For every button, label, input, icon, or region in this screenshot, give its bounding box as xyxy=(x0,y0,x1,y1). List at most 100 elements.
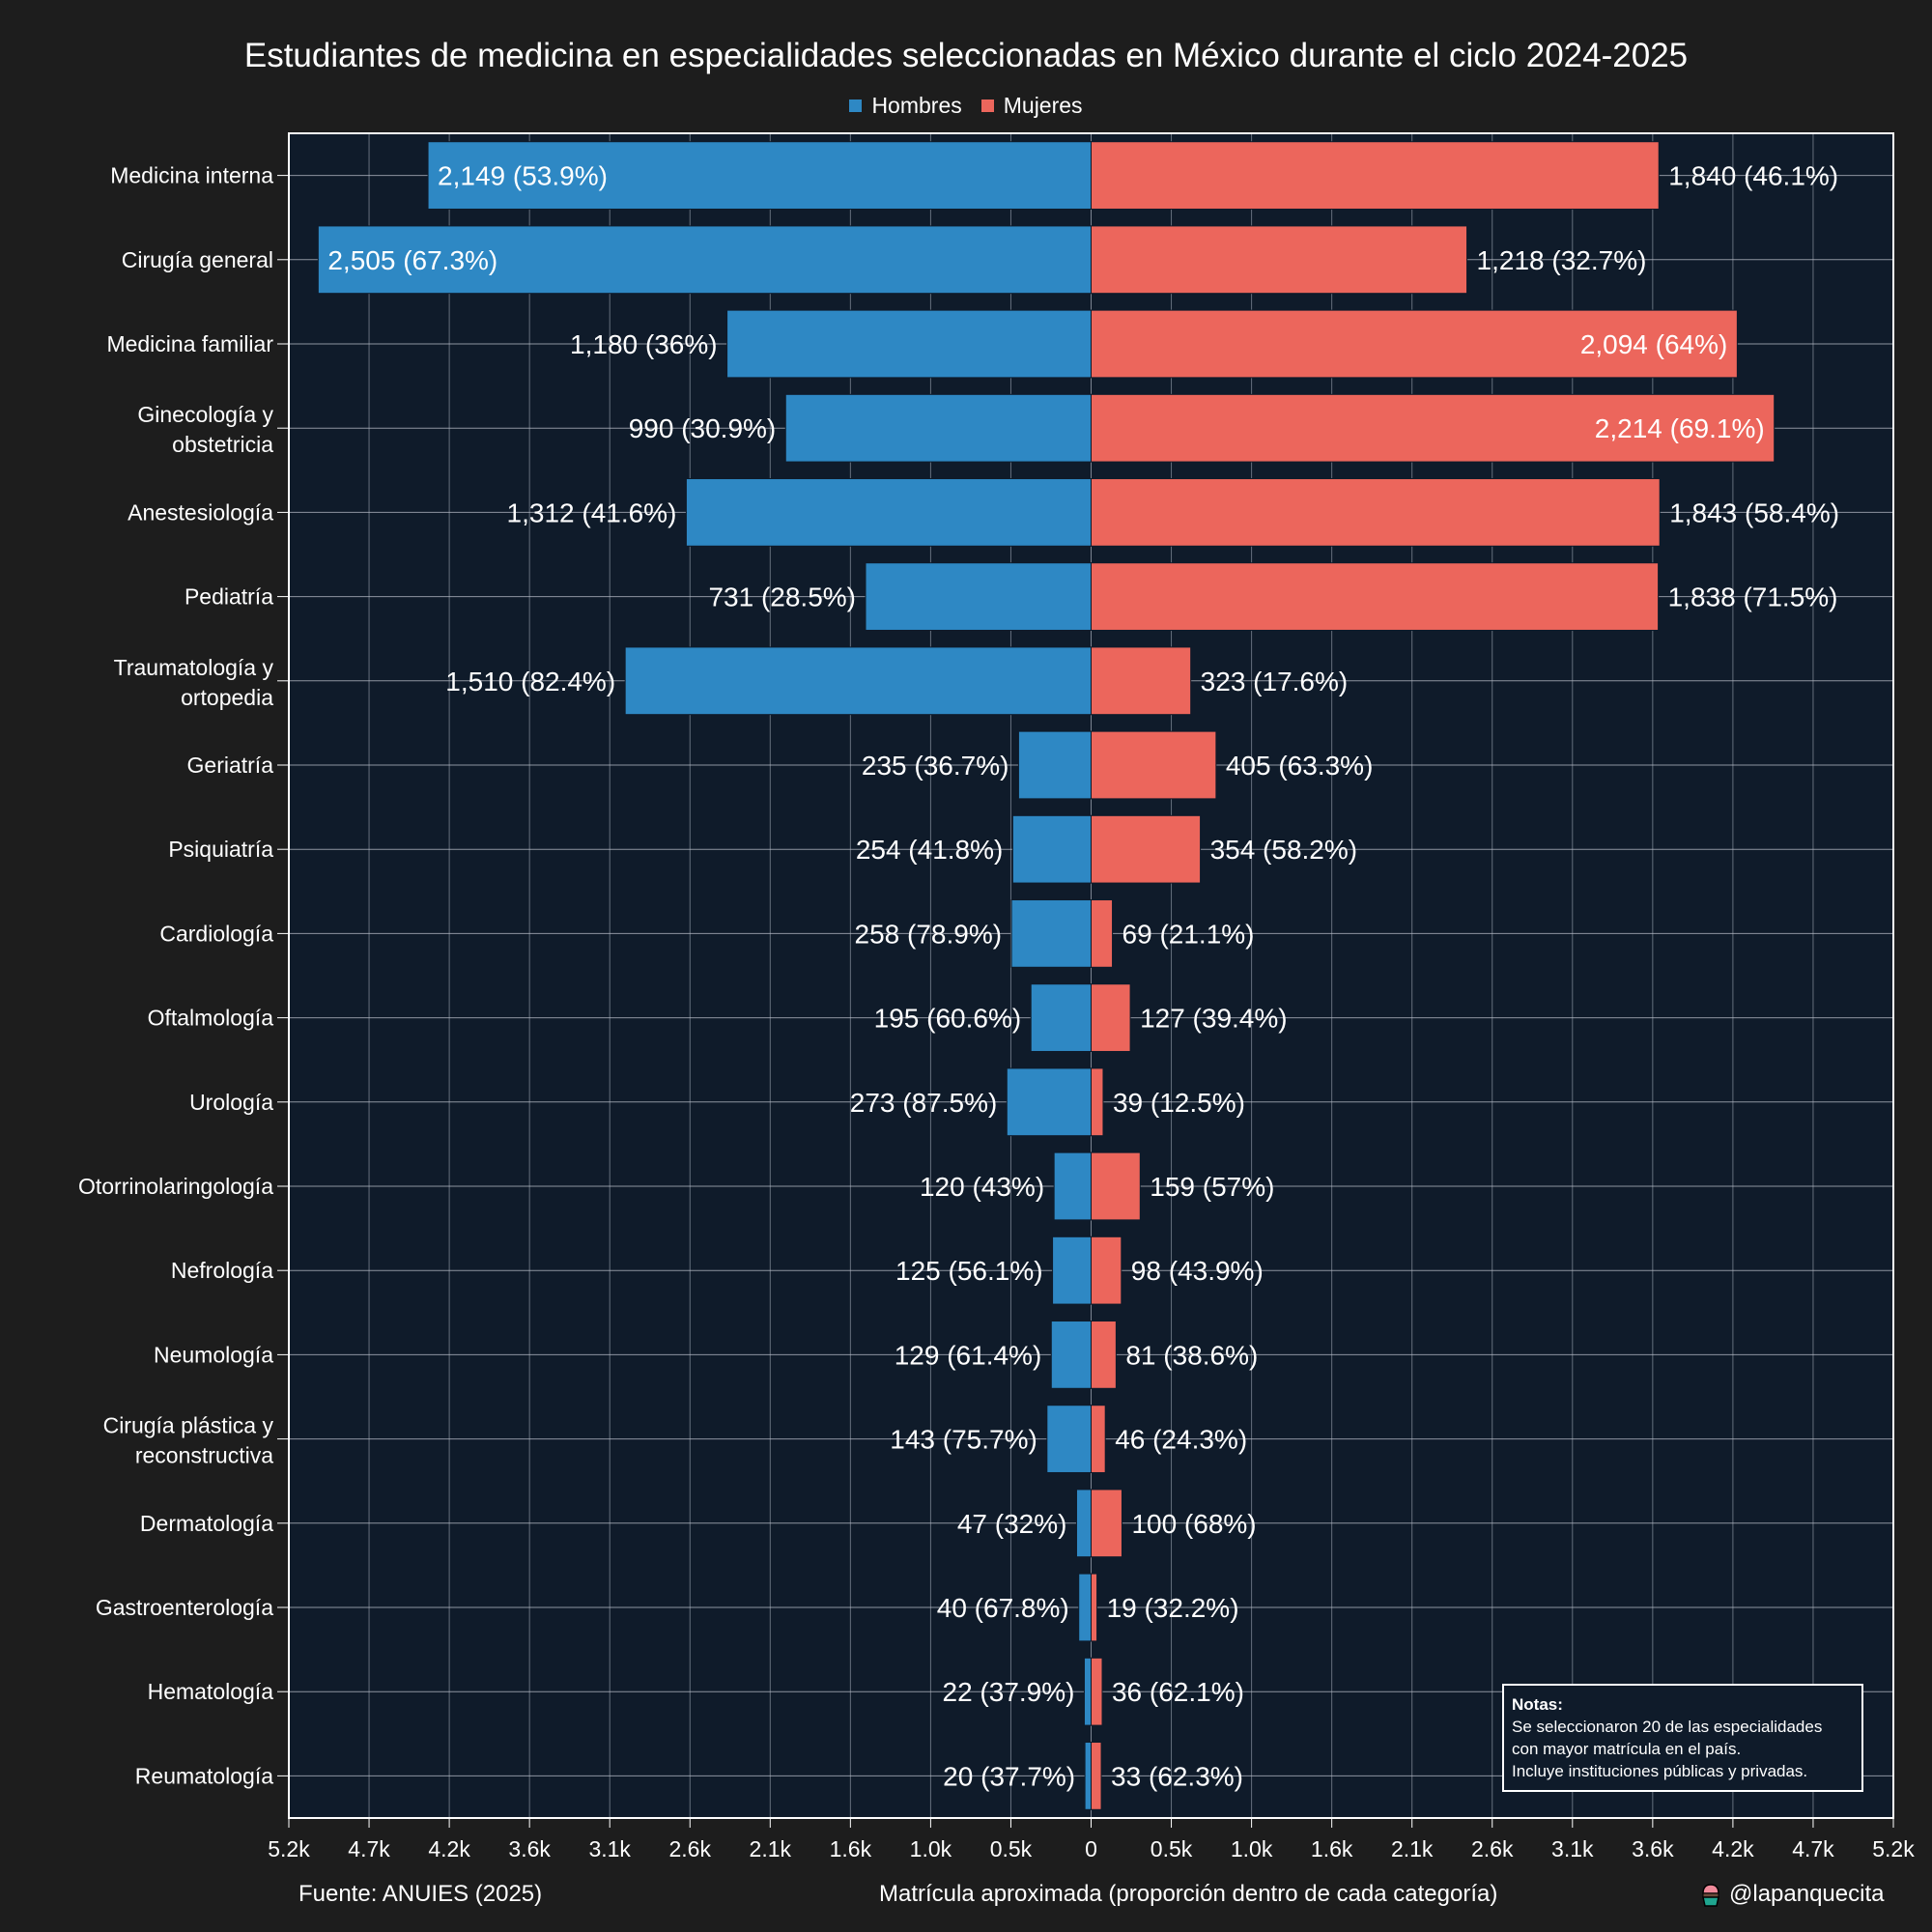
bar-hombres[interactable] xyxy=(865,562,1092,631)
legend-item-mujeres[interactable]: Mujeres xyxy=(980,93,1083,119)
category-labels: Medicina interna Cirugía general Medicina … xyxy=(78,163,274,1789)
bar-label-hombres: 990 (30.9%) xyxy=(629,413,777,443)
x-tick-label: 3.6k xyxy=(508,1836,551,1861)
legend-label-mujeres: Mujeres xyxy=(1003,93,1083,118)
legend-label-hombres: Hombres xyxy=(871,93,962,118)
bar-label-hombres: 129 (61.4%) xyxy=(895,1340,1042,1370)
legend-swatch-mujeres xyxy=(980,99,994,112)
bar-mujeres[interactable] xyxy=(1091,393,1776,463)
bar-hombres[interactable] xyxy=(624,646,1092,716)
bars xyxy=(317,141,1776,1810)
bar-mujeres[interactable] xyxy=(1091,1151,1141,1221)
bar-label-hombres: 120 (43%) xyxy=(920,1172,1044,1202)
x-tick-label: 3.1k xyxy=(1551,1836,1594,1861)
bar-label-hombres: 258 (78.9%) xyxy=(855,919,1003,949)
bar-label-mujeres: 159 (57%) xyxy=(1150,1172,1274,1202)
bar-hombres[interactable] xyxy=(317,225,1092,295)
bar-label-mujeres: 19 (32.2%) xyxy=(1107,1593,1239,1623)
bar-labels: 2,149 (53.9%) 1,840 (46.1%) 2,505 (67.3%) 1… xyxy=(327,161,1839,1792)
category-label: Nefrología xyxy=(171,1258,273,1283)
bar-label-mujeres: 33 (62.3%) xyxy=(1111,1761,1243,1791)
category-label: Reumatología xyxy=(135,1763,273,1788)
bar-label-hombres: 254 (41.8%) xyxy=(856,835,1004,865)
x-tick-label: 0.5k xyxy=(1151,1836,1193,1861)
bar-mujeres[interactable] xyxy=(1091,1067,1104,1137)
bar-mujeres[interactable] xyxy=(1091,730,1217,800)
bar-hombres[interactable] xyxy=(1053,1151,1092,1221)
notes-line: Se seleccionaron 20 de las especialidade… xyxy=(1512,1718,1823,1736)
category-label: Cardiología xyxy=(159,921,273,946)
bar-label-hombres: 47 (32%) xyxy=(957,1509,1067,1539)
bar-hombres[interactable] xyxy=(1078,1573,1092,1642)
x-tick-label: 3.1k xyxy=(588,1836,631,1861)
bar-hombres[interactable] xyxy=(1011,814,1093,884)
x-tick-label: 4.7k xyxy=(1792,1836,1834,1861)
x-tick-label: 1.0k xyxy=(910,1836,952,1861)
bar-label-mujeres: 39 (12.5%) xyxy=(1113,1088,1245,1118)
x-tick-label: 1.6k xyxy=(830,1836,872,1861)
category-label: Cirugía plástica y reconstructiva xyxy=(103,1413,274,1468)
bar-mujeres[interactable] xyxy=(1091,814,1202,884)
source-note: Fuente: ANUIES (2025) xyxy=(298,1881,543,1907)
category-label: Geriatría xyxy=(187,753,274,778)
bar-mujeres[interactable] xyxy=(1091,1573,1098,1642)
bar-mujeres[interactable] xyxy=(1091,225,1468,295)
x-tick-label: 2.1k xyxy=(1391,1836,1434,1861)
bar-hombres[interactable] xyxy=(685,478,1092,547)
bar-hombres[interactable] xyxy=(1046,1405,1093,1473)
bar-mujeres[interactable] xyxy=(1091,1742,1102,1810)
x-tick-label: 5.2k xyxy=(268,1836,310,1861)
bar-hombres[interactable] xyxy=(1017,730,1092,800)
bar-hombres[interactable] xyxy=(726,309,1092,379)
bar-hombres[interactable] xyxy=(1006,1067,1092,1137)
legend-item-hombres[interactable]: Hombres xyxy=(849,93,962,119)
notes-line: Incluye instituciones públicas y privada… xyxy=(1512,1762,1808,1780)
bar-mujeres[interactable] xyxy=(1091,1236,1122,1305)
bar-mujeres[interactable] xyxy=(1091,478,1661,547)
bar-mujeres[interactable] xyxy=(1091,141,1660,210)
bar-hombres[interactable] xyxy=(784,393,1093,463)
bar-hombres[interactable] xyxy=(1010,899,1093,968)
bar-label-mujeres: 1,838 (71.5%) xyxy=(1668,582,1838,612)
bar-label-mujeres: 1,840 (46.1%) xyxy=(1668,161,1838,191)
x-tick-label: 1.6k xyxy=(1311,1836,1353,1861)
bar-label-mujeres: 69 (21.1%) xyxy=(1122,919,1255,949)
bar-label-hombres: 195 (60.6%) xyxy=(874,1004,1022,1034)
category-label: Gastroenterología xyxy=(96,1595,273,1620)
bar-hombres[interactable] xyxy=(1052,1236,1093,1305)
bar-mujeres[interactable] xyxy=(1091,1489,1122,1558)
category-label: Anestesiología xyxy=(128,499,273,525)
bar-mujeres[interactable] xyxy=(1091,983,1131,1052)
notes-title: Notas: xyxy=(1512,1695,1563,1714)
cupcake-icon xyxy=(1702,1884,1719,1907)
bar-hombres[interactable] xyxy=(1083,1657,1092,1726)
bar-label-hombres: 2,149 (53.9%) xyxy=(438,161,608,191)
bar-mujeres[interactable] xyxy=(1091,309,1738,379)
bar-mujeres[interactable] xyxy=(1091,1405,1106,1473)
bar-label-hombres: 40 (67.8%) xyxy=(937,1593,1069,1623)
x-tick-label: 0 xyxy=(1085,1836,1097,1861)
bar-label-mujeres: 1,843 (58.4%) xyxy=(1669,497,1839,527)
legend-swatch-hombres xyxy=(849,99,863,112)
x-tick-label: 1.0k xyxy=(1231,1836,1273,1861)
bar-label-mujeres: 354 (58.2%) xyxy=(1210,835,1358,865)
bar-hombres[interactable] xyxy=(1030,983,1093,1052)
bar-mujeres[interactable] xyxy=(1091,562,1660,631)
bar-hombres[interactable] xyxy=(1084,1742,1093,1810)
bar-hombres[interactable] xyxy=(427,141,1092,210)
chart-title: Estudiantes de medicina en especialidade… xyxy=(243,37,1689,74)
bar-mujeres[interactable] xyxy=(1091,1657,1103,1726)
bar-label-mujeres: 127 (39.4%) xyxy=(1140,1004,1288,1034)
x-tick-label: 3.6k xyxy=(1632,1836,1674,1861)
grid xyxy=(288,133,1894,1818)
x-tick-label: 2.1k xyxy=(750,1836,792,1861)
bar-label-mujeres: 81 (38.6%) xyxy=(1125,1340,1258,1370)
bar-hombres[interactable] xyxy=(1050,1321,1093,1389)
category-label: Traumatología y ortopedia xyxy=(114,655,274,710)
bar-mujeres[interactable] xyxy=(1091,646,1192,716)
category-label: Cirugía general xyxy=(122,247,273,272)
bar-mujeres[interactable] xyxy=(1091,899,1114,968)
bar-mujeres[interactable] xyxy=(1091,1321,1117,1389)
bar-label-hombres: 1,312 (41.6%) xyxy=(507,497,677,527)
bar-hombres[interactable] xyxy=(1075,1489,1092,1558)
